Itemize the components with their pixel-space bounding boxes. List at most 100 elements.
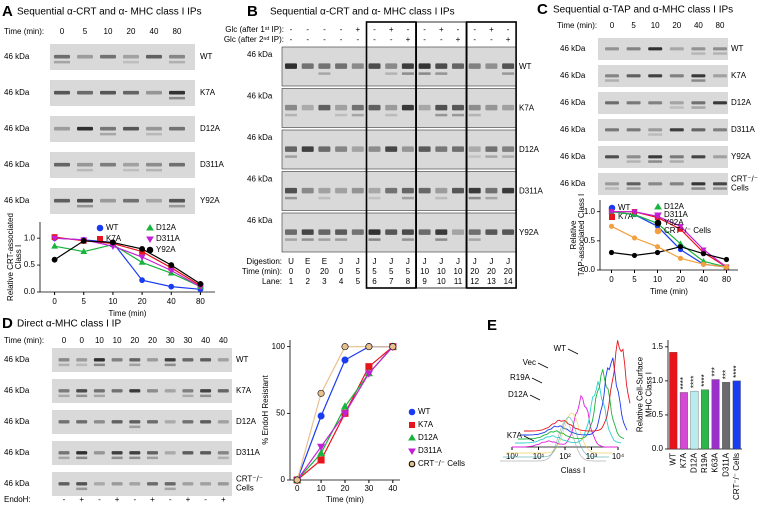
gel-band [76,487,88,491]
size-marker: 46 kDa [4,124,30,133]
point [608,209,615,216]
size-marker: 46 kDa [247,50,273,59]
gel-band [385,72,398,75]
histogram-curve [512,394,618,448]
y-tick-label: 1.5 [652,342,664,351]
legend-label: CRT⁻/⁻ Cells [418,459,465,468]
curve-arrow [523,435,535,442]
gel-band [301,238,314,241]
bar [679,392,688,450]
gel-band [182,451,194,455]
panel-title: Direct α-MHC class I IP [17,319,121,330]
legend-symbol [654,203,662,210]
gel-band [335,104,348,111]
gel-band [129,389,141,393]
point [631,235,638,241]
gel-band [77,162,93,167]
gel-band [285,113,297,117]
row-label: EndoH: [4,495,31,504]
gel-band [648,74,663,78]
gel-band [418,229,431,235]
lane-number: 3 [322,277,327,286]
size-marker: 46 kDa [247,175,273,184]
gel-band [217,420,229,424]
legend-label: D311A [418,446,443,455]
gel-band [318,63,331,69]
lane-digestion: J [473,257,477,266]
gel-band [54,54,70,59]
legend-label: K7A [618,212,634,221]
gel-band [146,90,162,95]
gel-band [169,162,185,167]
lane-time: 20 [672,21,681,30]
curve-arrow [531,377,543,384]
x-tick-label: 10⁰ [506,452,518,461]
lane-time: 10 [454,267,463,276]
legend-label: Y92A [664,218,684,227]
glc-sign: - [290,35,293,44]
curve-label: WT [554,344,567,353]
gel-band [76,451,88,455]
significance: *** [721,370,730,379]
size-marker: 46 kDa [4,52,30,61]
bar [732,380,741,450]
gel-band [285,229,297,235]
legend-label: D311A [156,234,181,243]
gel-band [169,54,185,59]
lane-digestion: J [456,257,460,266]
gel-band [54,60,70,64]
y-tick-label: 0.0 [584,265,596,274]
lane-time: 10 [420,267,429,276]
gel-band [648,155,663,159]
y-tick-label: 1.0 [652,376,664,385]
curve-label: K7A [507,431,523,440]
lane-number: 12 [470,277,479,286]
gel-label: CRT⁻/⁻ [236,475,263,484]
lane-number: 11 [454,277,463,286]
gel-band [713,128,727,132]
gel-band [385,63,398,69]
legend-symbol [97,236,103,242]
curve-arrow [537,362,549,369]
y-axis-label: Class I [14,245,23,269]
gel-band [58,394,70,398]
size-marker: 46 kDa [560,152,586,161]
gel-label: Y92A [731,152,751,161]
bar [711,379,720,450]
gel-band [335,146,348,152]
lane-time: 20 [130,336,139,345]
point [139,277,145,284]
gel-band [485,187,498,194]
gel-label: K7A [731,71,747,80]
gel-band [58,420,70,424]
gel-band [713,182,727,186]
lane-digestion: J [506,257,510,266]
lane-group-box [365,21,417,289]
glc-sign: + [506,35,511,44]
gel-band [111,358,123,362]
x-tick-label: 10¹ [533,452,545,461]
curve-arrow [567,348,579,355]
gel-band [100,90,116,95]
point [654,249,661,256]
gel-band [123,90,139,95]
size-marker: 46 kDa [560,44,586,53]
point [700,261,707,267]
gel-band [713,52,727,55]
y-axis-label: Relative CRT-associated [6,213,15,301]
x-tick-label: CRT⁻/⁻ Cells [732,453,741,500]
gel-band [605,47,619,51]
gel-band [93,389,105,393]
lane-number: 10 [437,277,446,286]
gel-band [691,187,706,190]
histogram-curve [506,412,612,454]
lane-time: 20 [487,267,496,276]
x-tick-label: K7A [679,452,688,468]
gel-band [200,420,212,424]
endoh-sign: + [79,495,84,504]
lane-number: 7 [389,277,394,286]
gel-band [147,456,158,460]
legend-symbol [408,448,416,455]
gel-band [318,196,331,200]
gel-strip [50,44,195,70]
